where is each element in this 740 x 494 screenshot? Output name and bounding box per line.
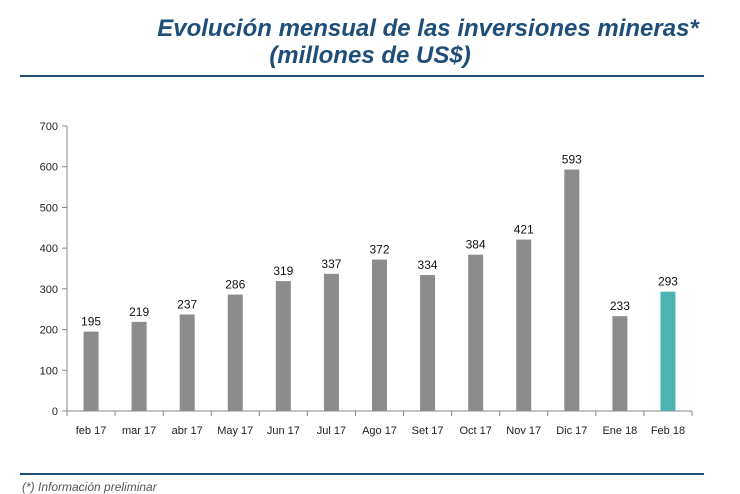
data-label: 337 bbox=[321, 257, 341, 271]
data-label: 334 bbox=[418, 258, 438, 272]
x-tick-label: Ago 17 bbox=[362, 425, 397, 437]
x-tick-label: Jul 17 bbox=[317, 425, 346, 437]
y-tick-label: 600 bbox=[40, 162, 58, 174]
data-label: 421 bbox=[514, 223, 534, 237]
x-tick-label: Nov 17 bbox=[506, 425, 541, 437]
data-label: 293 bbox=[658, 275, 678, 289]
x-tick-label: May 17 bbox=[217, 425, 253, 437]
x-tick-label: Ene 18 bbox=[602, 425, 637, 437]
bar bbox=[612, 316, 628, 411]
bottom-divider bbox=[20, 473, 704, 475]
bar bbox=[323, 273, 339, 411]
x-tick-label: abr 17 bbox=[172, 425, 203, 437]
x-tick-label: mar 17 bbox=[122, 425, 156, 437]
x-tick-label: Dic 17 bbox=[556, 425, 587, 437]
y-tick-label: 700 bbox=[40, 121, 58, 133]
chart-title-line1: Evolución mensual de las inversiones min… bbox=[157, 15, 699, 42]
bar bbox=[131, 321, 147, 411]
data-label: 372 bbox=[369, 243, 389, 257]
bar bbox=[83, 331, 99, 411]
bar bbox=[179, 314, 195, 411]
y-tick-label: 100 bbox=[40, 365, 58, 377]
chart-bars bbox=[83, 169, 676, 411]
data-label: 237 bbox=[177, 298, 197, 312]
bar bbox=[660, 291, 676, 411]
data-label: 233 bbox=[610, 299, 630, 313]
data-label: 319 bbox=[273, 264, 293, 278]
data-label: 384 bbox=[466, 238, 486, 252]
bar bbox=[275, 281, 291, 411]
chart-axes: 0 100 200 300 400 500 600 700 bbox=[40, 121, 693, 418]
chart-labels: 195 feb 17 219 mar 17 237 abr 17 286 May 17 319 J… bbox=[76, 153, 685, 437]
x-tick-label: Oct 17 bbox=[459, 425, 491, 437]
data-label: 593 bbox=[562, 153, 582, 167]
bar bbox=[227, 294, 243, 411]
y-tick-label: 400 bbox=[40, 243, 58, 255]
y-tick-label: 0 bbox=[52, 406, 58, 418]
bar bbox=[564, 169, 580, 411]
x-tick-label: Set 17 bbox=[412, 425, 444, 437]
y-tick-label: 500 bbox=[40, 202, 58, 214]
y-tick-label: 300 bbox=[40, 284, 58, 296]
x-tick-label: Feb 18 bbox=[651, 425, 685, 437]
data-label: 219 bbox=[129, 305, 149, 319]
bar bbox=[468, 254, 484, 411]
bar bbox=[516, 239, 532, 411]
y-tick-label: 200 bbox=[40, 325, 58, 337]
top-divider bbox=[20, 75, 704, 77]
footnote: (*) Información preliminar bbox=[22, 480, 157, 494]
data-label: 195 bbox=[81, 315, 101, 329]
x-tick-label: feb 17 bbox=[76, 425, 107, 437]
bar-chart: 0 100 200 300 400 500 600 700 195 feb 17 219 mar 1… bbox=[40, 121, 693, 437]
chart-title-line2: (millones de US$) bbox=[269, 42, 471, 69]
bar bbox=[372, 259, 387, 411]
bar bbox=[420, 275, 436, 411]
data-label: 286 bbox=[225, 278, 245, 292]
x-tick-label: Jun 17 bbox=[267, 425, 300, 437]
